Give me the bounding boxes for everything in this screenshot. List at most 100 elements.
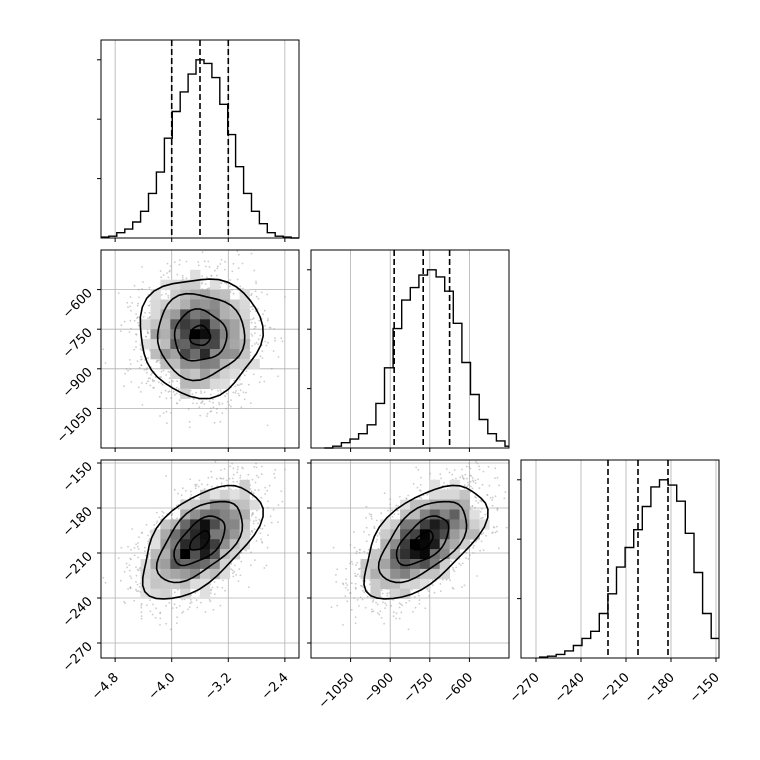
scatter-point [128, 564, 131, 566]
scatter-point [177, 388, 180, 391]
scatter-point [210, 410, 213, 413]
scatter-point [154, 376, 157, 379]
scatter-point [249, 402, 252, 404]
scatter-point [211, 586, 214, 589]
scatter-point [254, 310, 257, 313]
scatter-point [247, 383, 250, 386]
scatter-point [151, 378, 154, 381]
scatter-point [161, 510, 164, 513]
scatter-point [245, 549, 247, 552]
scatter-point [230, 399, 233, 401]
scatter-point [141, 532, 143, 534]
scatter-point [238, 253, 240, 256]
scatter-point [242, 287, 244, 290]
scatter-point [267, 500, 269, 503]
scatter-point [213, 581, 216, 583]
scatter-point [251, 305, 254, 308]
scatter-point [232, 467, 235, 470]
scatter-point [218, 401, 220, 404]
scatter-point [284, 296, 286, 298]
scatter-point [258, 319, 261, 322]
scatter-point [152, 380, 154, 383]
scatter-point [236, 250, 239, 253]
scatter-point [129, 586, 132, 588]
scatter-point [212, 398, 214, 401]
scatter-point [137, 548, 140, 550]
scatter-point [195, 391, 198, 394]
scatter-point [259, 355, 262, 358]
scatter-point [254, 481, 257, 484]
scatter-point [123, 385, 125, 388]
scatter-point [206, 415, 208, 417]
scatter-point [237, 466, 239, 468]
scatter-point [232, 391, 235, 394]
scatter-point [236, 278, 239, 281]
scatter-point [250, 333, 253, 335]
scatter-point [263, 524, 266, 527]
scatter-point [216, 586, 219, 589]
scatter-point [260, 496, 263, 499]
scatter-point [162, 369, 165, 372]
scatter-point [154, 616, 157, 619]
scatter-point [164, 389, 167, 392]
scatter-point [168, 381, 171, 383]
scatter-point [263, 380, 266, 383]
scatter-point [281, 500, 284, 503]
scatter-point [221, 586, 224, 589]
scatter-point [148, 286, 151, 289]
scatter-point [267, 318, 269, 320]
scatter-point [136, 583, 139, 586]
scatter-point [155, 522, 158, 524]
scatter-point [264, 324, 266, 327]
scatter-point [176, 402, 179, 405]
scatter-point [274, 476, 276, 479]
scatter-point [214, 460, 217, 463]
scatter-point [129, 296, 132, 298]
scatter-point [145, 368, 148, 371]
scatter-point [261, 528, 264, 530]
scatter-point [268, 326, 271, 329]
scatter-point [200, 282, 203, 285]
scatter-point [237, 392, 240, 395]
scatter-point [149, 610, 152, 613]
scatter-point [201, 251, 204, 254]
scatter-point [133, 348, 136, 351]
scatter-point [198, 406, 201, 409]
scatter-point [133, 319, 136, 322]
scatter-point [196, 606, 199, 609]
scatter-point [181, 612, 184, 614]
scatter-point [219, 604, 222, 607]
scatter-point [170, 514, 173, 517]
scatter-point [255, 295, 258, 298]
scatter-point [256, 308, 259, 310]
scatter-point [131, 302, 134, 304]
scatter-point [178, 259, 181, 262]
scatter-point [181, 598, 184, 601]
scatter-point [140, 617, 143, 620]
scatter-point [210, 275, 213, 277]
scatter-point [129, 368, 132, 370]
scatter-point [187, 408, 190, 410]
scatter-point [247, 473, 250, 476]
scatter-point [140, 355, 143, 358]
scatter-point [140, 602, 143, 605]
scatter-point [207, 476, 210, 479]
scatter-point [265, 344, 268, 347]
panel-bg [311, 250, 509, 448]
scatter-point [239, 383, 242, 386]
scatter-point [255, 462, 257, 465]
scatter-point [197, 261, 200, 263]
scatter-point [264, 486, 267, 489]
scatter-point [147, 534, 150, 537]
scatter-point [205, 265, 207, 268]
scatter-point [239, 389, 242, 392]
scatter-point [260, 376, 262, 378]
scatter-point [167, 276, 170, 279]
scatter-point [198, 479, 201, 482]
scatter-point [185, 277, 188, 279]
scatter-point [243, 398, 246, 401]
scatter-point [159, 376, 162, 378]
scatter-point [254, 290, 257, 292]
scatter-point [173, 488, 176, 491]
scatter-point [209, 592, 212, 594]
